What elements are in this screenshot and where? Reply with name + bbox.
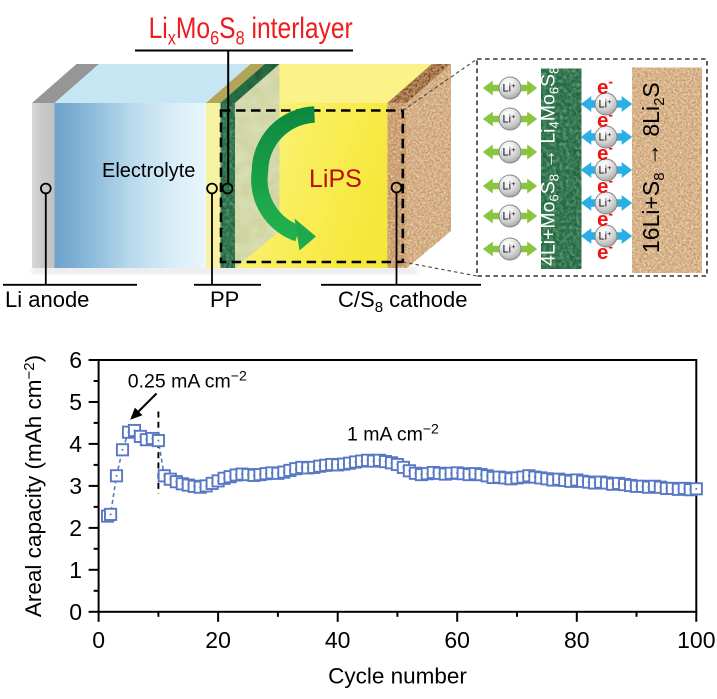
svg-text:LiPS: LiPS — [309, 165, 362, 193]
svg-text:1: 1 — [69, 557, 82, 583]
svg-text:4Li+Mo6S8 → Li4Mo6S8: 4Li+Mo6S8 → Li4Mo6S8 — [538, 67, 562, 266]
svg-text:LixMo6S8 interlayer: LixMo6S8 interlayer — [149, 11, 353, 49]
svg-text:0.25 mA cm−2: 0.25 mA cm−2 — [128, 368, 247, 393]
svg-text:0: 0 — [69, 599, 82, 625]
svg-text:80: 80 — [564, 627, 590, 653]
svg-text:5: 5 — [69, 389, 82, 415]
svg-text:PP: PP — [210, 287, 239, 312]
svg-text:60: 60 — [444, 627, 470, 653]
svg-text:1 mA cm−2: 1 mA cm−2 — [347, 421, 439, 446]
svg-text:20: 20 — [205, 627, 231, 653]
svg-text:Li anode: Li anode — [5, 287, 89, 312]
svg-text:4: 4 — [69, 431, 82, 457]
svg-text:16Li+S8 → 8Li2S: 16Li+S8 → 8Li2S — [638, 82, 668, 253]
svg-text:0: 0 — [92, 627, 105, 653]
svg-text:2: 2 — [69, 515, 82, 541]
svg-text:C/S8 cathode: C/S8 cathode — [338, 287, 467, 316]
svg-text:40: 40 — [325, 627, 351, 653]
svg-text:3: 3 — [69, 473, 82, 499]
svg-text:Electrolyte: Electrolyte — [102, 160, 195, 182]
svg-text:100: 100 — [677, 627, 715, 653]
svg-text:Areal capacity (mAh cm−2): Areal capacity (mAh cm−2) — [21, 355, 46, 617]
svg-text:Cycle number: Cycle number — [328, 664, 467, 689]
svg-text:6: 6 — [69, 347, 82, 373]
